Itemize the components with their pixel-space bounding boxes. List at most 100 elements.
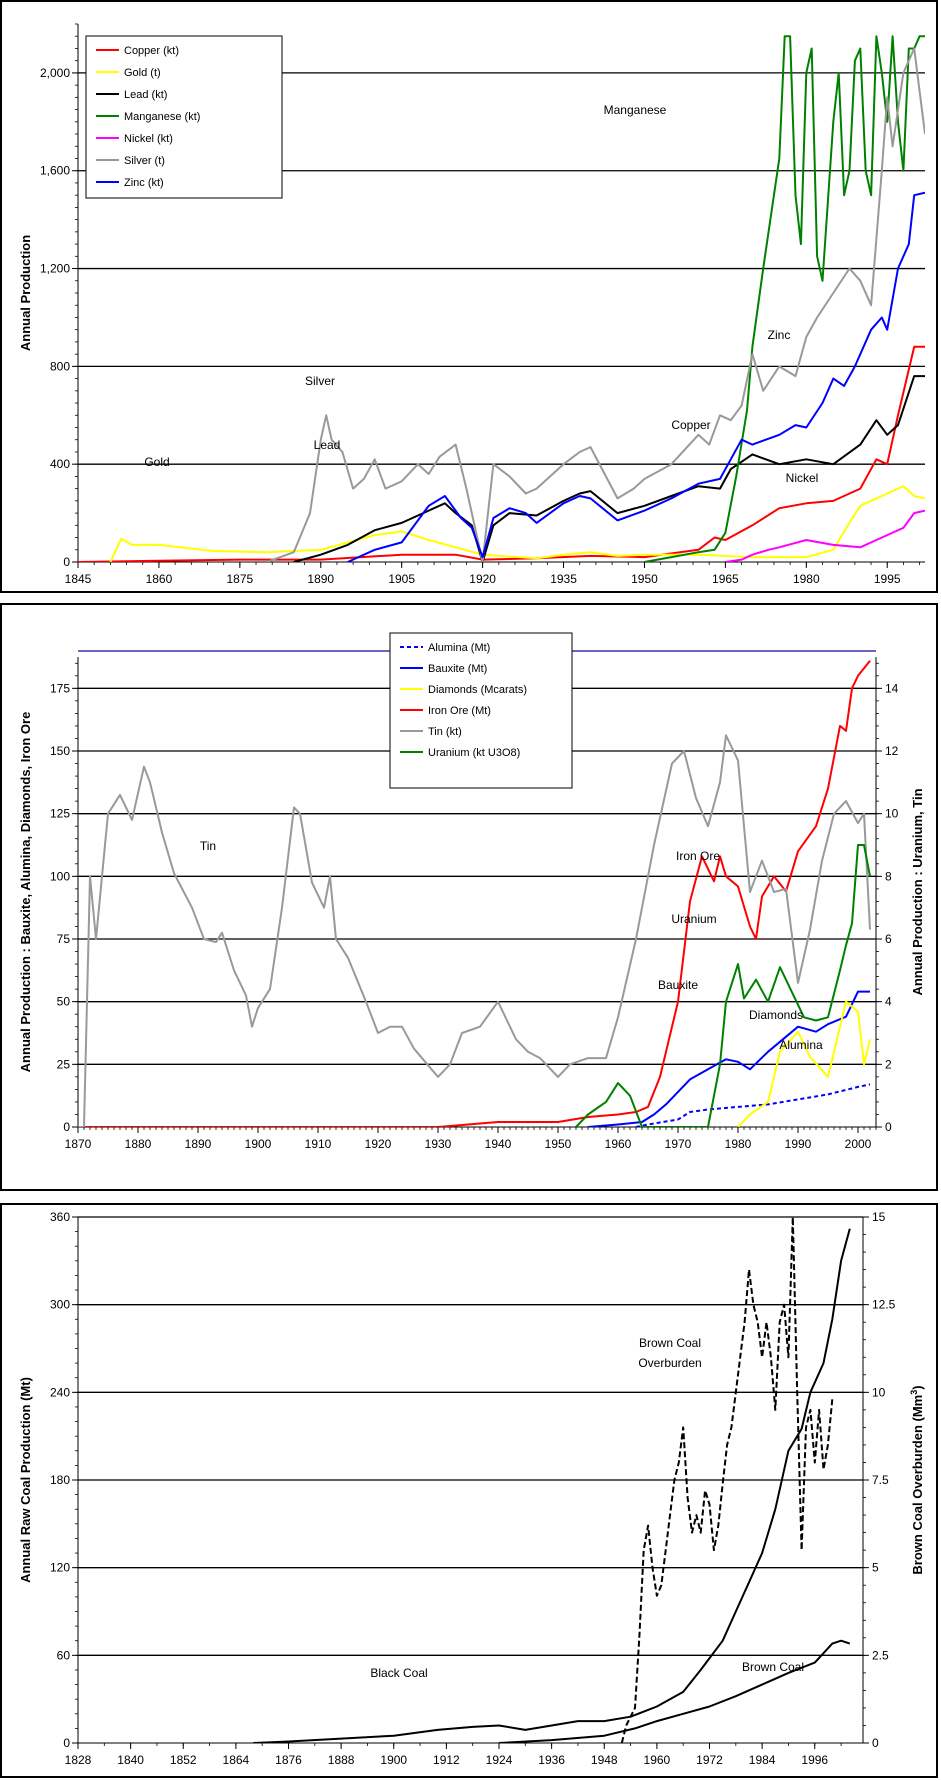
x-tick-label: 1860 bbox=[146, 572, 173, 586]
y2-tick-label: 2.5 bbox=[872, 1648, 889, 1662]
y2-tick-label: 8 bbox=[885, 869, 892, 883]
series-line-gold-t bbox=[109, 485, 925, 562]
legend-label: Gold (t) bbox=[124, 67, 161, 79]
legend-label: Iron Ore (Mt) bbox=[428, 705, 491, 717]
y2-tick-label: 6 bbox=[885, 932, 892, 946]
x-tick-label: 1950 bbox=[545, 1137, 572, 1151]
series-line-lead-kt bbox=[293, 375, 925, 562]
series-line-uranium-kt-u3o8 bbox=[575, 844, 871, 1127]
series-line-nickel-kt bbox=[725, 509, 925, 562]
y2-tick-label: 15 bbox=[872, 1210, 886, 1224]
y-tick-label: 125 bbox=[50, 807, 70, 821]
x-tick-label: 1965 bbox=[712, 572, 739, 586]
chart-panel-metals: 0 400 800 1,200 1,600 2,000 1845 1860 1875 1890 19… bbox=[0, 0, 938, 593]
y2-axis-label-sup: 3 bbox=[909, 1390, 919, 1395]
annotation-label: Brown Coal bbox=[639, 1336, 701, 1350]
x-tick-label: 1840 bbox=[117, 1753, 144, 1767]
y-tick-label: 2,000 bbox=[40, 66, 70, 80]
annotation-label: Nickel bbox=[786, 471, 819, 485]
annotation-label: Silver bbox=[305, 374, 335, 388]
y-tick-label: 120 bbox=[50, 1561, 70, 1575]
x-tick-label: 1940 bbox=[485, 1137, 512, 1151]
y-tick-label: 50 bbox=[57, 995, 71, 1009]
series-line-bauxite-mt bbox=[587, 990, 870, 1127]
x-tick-label: 1880 bbox=[125, 1137, 152, 1151]
chart-panel-coal: 0 60 120 180 240 300 360 0 2.5 5 7.5 10 12.5 15 1828 18… bbox=[0, 1203, 938, 1778]
annotation-label: Lead bbox=[314, 438, 341, 452]
y-tick-label: 1,600 bbox=[40, 164, 70, 178]
series-line-diamonds-mcarats bbox=[737, 1000, 871, 1127]
y-tick-label: 60 bbox=[57, 1648, 71, 1662]
series-line-iron-ore-mt bbox=[78, 660, 871, 1127]
x-tick-label: 1900 bbox=[245, 1137, 272, 1151]
y2-tick-label: 0 bbox=[885, 1120, 892, 1134]
x-tick-label: 1960 bbox=[605, 1137, 632, 1151]
legend-label: Uranium (kt U3O8) bbox=[428, 747, 520, 759]
chart-coal-svg: 0 60 120 180 240 300 360 0 2.5 5 7.5 10 12.5 15 1828 18… bbox=[18, 1210, 925, 1767]
annotation-label: Black Coal bbox=[370, 1666, 427, 1680]
x-tick-label: 1920 bbox=[469, 572, 496, 586]
x-tick-label: 1960 bbox=[644, 1753, 671, 1767]
y2-tick-label: 4 bbox=[885, 995, 892, 1009]
chart-minerals-svg: 0 25 50 75 100 125 150 175 0 2 4 6 8 10 12 14 1870 1880 18… bbox=[18, 632, 925, 1151]
y-tick-label: 150 bbox=[50, 744, 70, 758]
y-tick-label: 240 bbox=[50, 1385, 70, 1399]
series-line-manganese-kt bbox=[644, 35, 925, 562]
x-tick-label: 1852 bbox=[170, 1753, 197, 1767]
series-line-tin-kt bbox=[78, 734, 871, 1127]
chart-metals-svg: 0 400 800 1,200 1,600 2,000 1845 1860 1875 1890 19… bbox=[18, 23, 925, 586]
x-tick-label: 2000 bbox=[845, 1137, 872, 1151]
annotation-label: Tin bbox=[200, 839, 216, 853]
annotation-label: Iron Ore bbox=[676, 849, 720, 863]
y-axis-label: Annual Raw Coal Production (Mt) bbox=[18, 1377, 33, 1583]
legend-label: Manganese (kt) bbox=[124, 111, 200, 123]
legend-label: Lead (kt) bbox=[124, 89, 167, 101]
annotation-label: Manganese bbox=[604, 103, 667, 117]
annotation-label: Alumina bbox=[779, 1038, 823, 1052]
y2-tick-label: 7.5 bbox=[872, 1473, 889, 1487]
x-tick-label: 1845 bbox=[65, 572, 92, 586]
y-tick-label: 75 bbox=[57, 932, 71, 946]
x-tick-label: 1972 bbox=[696, 1753, 723, 1767]
annotation-label: Bauxite bbox=[658, 978, 698, 992]
y-axis-label: Annual Production : Bauxite, Alumina, Di… bbox=[18, 712, 33, 1073]
x-tick-label: 1890 bbox=[307, 572, 334, 586]
x-tick-label: 1876 bbox=[275, 1753, 302, 1767]
legend-label: Copper (kt) bbox=[124, 45, 179, 57]
legend-label: Silver (t) bbox=[124, 155, 165, 167]
y2-tick-label: 5 bbox=[872, 1561, 879, 1575]
x-tick-label: 1996 bbox=[801, 1753, 828, 1767]
x-tick-label: 1910 bbox=[305, 1137, 332, 1151]
y2-axis-label: Brown Coal Overburden (Mm3) bbox=[909, 1385, 925, 1574]
x-tick-label: 1995 bbox=[874, 572, 901, 586]
annotation-label: Overburden bbox=[638, 1356, 701, 1370]
x-tick-label: 1950 bbox=[631, 572, 658, 586]
x-tick-label: 1924 bbox=[486, 1753, 513, 1767]
annotation-label: Brown Coal bbox=[742, 1660, 804, 1674]
x-tick-label: 1980 bbox=[793, 572, 820, 586]
y2-tick-label: 2 bbox=[885, 1057, 892, 1071]
y2-tick-label: 10 bbox=[872, 1385, 886, 1399]
x-tick-label: 1888 bbox=[328, 1753, 355, 1767]
y-tick-label: 300 bbox=[50, 1298, 70, 1312]
y-tick-label: 100 bbox=[50, 869, 70, 883]
y2-tick-label: 12 bbox=[885, 744, 899, 758]
legend-label: Nickel (kt) bbox=[124, 133, 173, 145]
x-tick-label: 1970 bbox=[665, 1137, 692, 1151]
y2-tick-label: 14 bbox=[885, 681, 899, 695]
x-tick-label: 1864 bbox=[223, 1753, 250, 1767]
legend-label: Alumina (Mt) bbox=[428, 642, 490, 654]
legend-label: Zinc (kt) bbox=[124, 177, 164, 189]
series-line-silver-t bbox=[266, 47, 925, 562]
y-tick-label: 180 bbox=[50, 1473, 70, 1487]
x-tick-label: 1948 bbox=[591, 1753, 618, 1767]
x-tick-label: 1990 bbox=[785, 1137, 812, 1151]
y-tick-label: 400 bbox=[50, 457, 70, 471]
annotation-label: Zinc bbox=[768, 328, 791, 342]
x-tick-label: 1905 bbox=[388, 572, 415, 586]
x-tick-label: 1980 bbox=[725, 1137, 752, 1151]
y-tick-label: 0 bbox=[63, 1120, 70, 1134]
x-tick-label: 1870 bbox=[65, 1137, 92, 1151]
series-line-brown-coal bbox=[498, 1639, 851, 1743]
x-tick-label: 1920 bbox=[365, 1137, 392, 1151]
